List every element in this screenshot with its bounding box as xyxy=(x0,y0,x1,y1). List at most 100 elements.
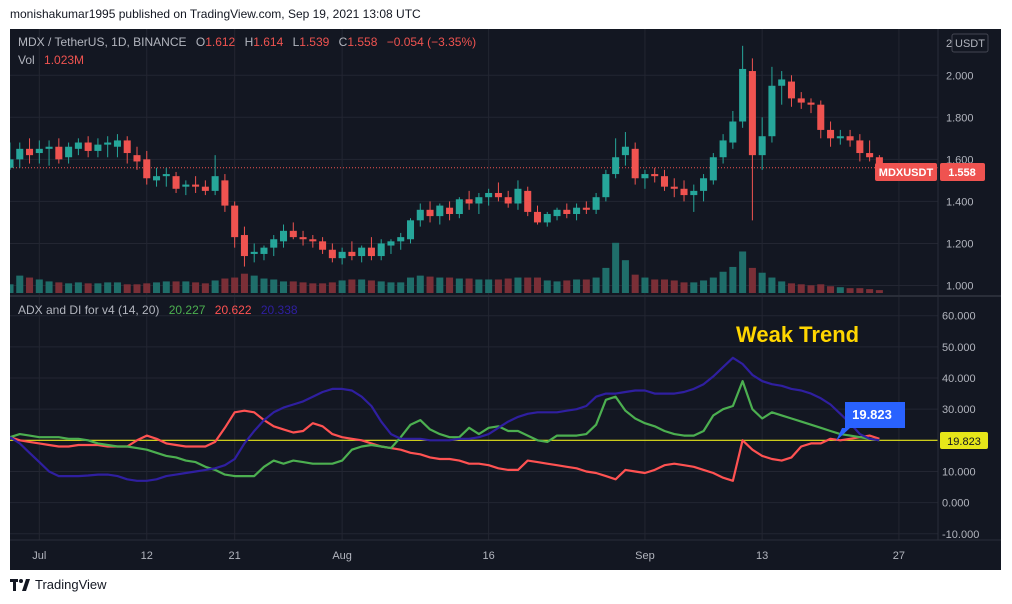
low-value: 1.539 xyxy=(299,35,329,49)
candle-body xyxy=(10,159,14,168)
adx-di-lines xyxy=(10,356,938,482)
volume-bar xyxy=(45,281,53,293)
volume-bar xyxy=(582,279,590,293)
candle-body xyxy=(729,121,737,143)
threshold-label-text: 19.823 xyxy=(947,436,981,448)
open-label: O xyxy=(196,35,205,49)
price-tick-label: 1.200 xyxy=(946,238,974,250)
candle-body xyxy=(74,142,82,149)
threshold-label: 19.823 xyxy=(940,432,988,449)
candle-body xyxy=(524,190,532,212)
indicator-title: ADX and DI for v4 (14, 20) xyxy=(18,303,159,317)
candle-body xyxy=(84,142,92,151)
candle-body xyxy=(162,174,170,177)
high-label: H xyxy=(245,35,254,49)
candle-body xyxy=(631,148,639,179)
volume-bar xyxy=(602,267,610,293)
candle-body xyxy=(602,174,610,198)
volume-bar xyxy=(426,276,434,293)
volume-bar xyxy=(348,279,356,293)
volume-bar xyxy=(377,281,385,293)
candle-body xyxy=(153,176,161,181)
candle-body xyxy=(651,174,659,177)
volume-bar xyxy=(485,279,493,293)
price-label-ticker: MDXUSDT xyxy=(879,167,934,179)
candle-body xyxy=(201,186,209,191)
open-value: 1.612 xyxy=(205,35,235,49)
volume-bar xyxy=(592,277,600,293)
candle-body xyxy=(289,230,297,238)
volume-bar xyxy=(84,283,92,293)
volume-bar xyxy=(446,277,454,293)
footer-brand: TradingView xyxy=(35,577,107,592)
volume-bar xyxy=(817,284,825,293)
callout-bubble: 19.823 xyxy=(836,402,905,441)
candle-body xyxy=(778,79,786,86)
candle-body xyxy=(104,142,112,145)
candle-body xyxy=(240,235,248,257)
candle-body xyxy=(670,186,678,189)
candle-body xyxy=(426,209,434,217)
volume-bar xyxy=(709,277,717,293)
volume-bar xyxy=(338,280,346,293)
volume-bar xyxy=(719,271,727,293)
candle-body xyxy=(533,211,542,223)
trading-chart[interactable]: 1.0001.2001.4001.6001.8002.0002-10.0000.… xyxy=(10,29,1001,570)
candle-body xyxy=(192,184,200,187)
volume-bar xyxy=(55,282,63,293)
volume-bar xyxy=(260,278,268,293)
candle-body xyxy=(328,249,336,259)
volume-bar xyxy=(846,288,854,293)
volume-bars xyxy=(10,242,883,293)
price-tick-label: 1.400 xyxy=(946,196,974,208)
volume-bar xyxy=(787,283,795,293)
volume-bar xyxy=(524,277,532,293)
candle-body xyxy=(35,148,43,154)
volume-bar xyxy=(250,275,258,293)
adx-value: 20.338 xyxy=(261,303,298,317)
time-tick-label: 13 xyxy=(756,550,768,562)
candle-body xyxy=(592,197,600,210)
candle-body xyxy=(797,98,805,103)
volume-bar xyxy=(221,278,229,293)
volume-bar xyxy=(367,280,375,293)
currency-badge[interactable]: USDT xyxy=(951,33,989,53)
volume-bar xyxy=(700,280,708,293)
volume-bar xyxy=(289,281,297,293)
volume-bar xyxy=(778,281,786,293)
candle-body xyxy=(16,148,24,160)
candle-body xyxy=(787,81,795,99)
candle-body xyxy=(172,176,180,189)
candle-body xyxy=(309,239,317,242)
volume-bar xyxy=(406,277,415,293)
volume-bar xyxy=(319,283,327,293)
volume-bar xyxy=(514,277,522,293)
indicator-tick-label: 30.000 xyxy=(942,404,976,416)
published-caption: monishakumar1995 published on TradingVie… xyxy=(10,7,421,21)
volume-bar xyxy=(563,280,571,293)
volume-bar xyxy=(35,279,43,293)
volume-bar xyxy=(573,279,581,293)
volume-legend: Vol 1.023M xyxy=(18,53,84,67)
close-value: 1.558 xyxy=(347,35,377,49)
candle-body xyxy=(700,178,708,191)
callout-text: 19.823 xyxy=(852,407,892,422)
candle-body xyxy=(367,247,375,257)
candle-body xyxy=(221,180,229,206)
candle-body xyxy=(358,247,366,257)
volume-bar xyxy=(748,267,756,293)
candle-body xyxy=(612,157,620,175)
volume-bar xyxy=(807,285,815,293)
price-tick-label: 1.800 xyxy=(946,112,974,124)
low-label: L xyxy=(293,35,300,49)
candle-body xyxy=(123,140,131,154)
volume-bar xyxy=(153,282,161,293)
volume-bar xyxy=(475,279,483,293)
volume-bar xyxy=(182,281,190,293)
volume-bar xyxy=(192,282,200,293)
volume-bar xyxy=(651,279,659,293)
time-tick-label: 16 xyxy=(483,550,495,562)
volume-bar xyxy=(201,283,209,293)
candle-body xyxy=(270,239,278,248)
currency-badge-text: USDT xyxy=(955,38,985,50)
